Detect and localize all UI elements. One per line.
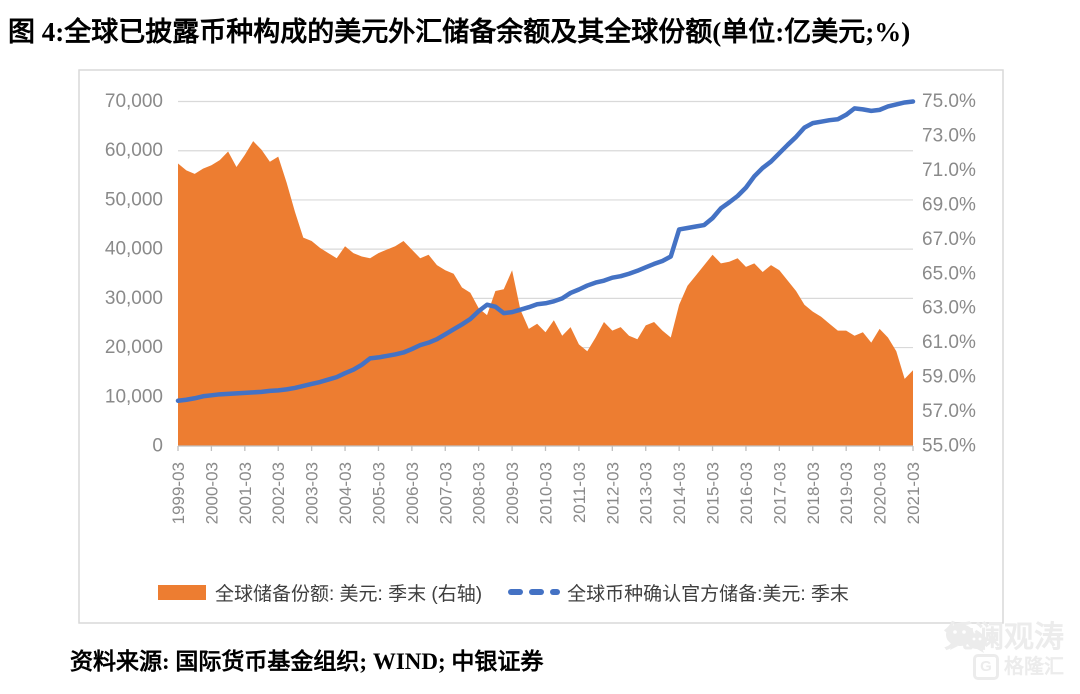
svg-text:61.0%: 61.0% xyxy=(922,332,976,353)
gelonghui-logo-icon: G xyxy=(973,654,999,680)
svg-text:2000-03: 2000-03 xyxy=(202,462,221,524)
svg-text:63.0%: 63.0% xyxy=(922,298,976,319)
svg-text:10,000: 10,000 xyxy=(105,386,163,407)
source-note: 资料来源: 国际货币基金组织; WIND; 中银证券 xyxy=(70,649,544,674)
watermark-logo-row: G 格隆汇 xyxy=(944,654,1064,680)
legend-swatch-usd-reserves-line xyxy=(508,589,561,595)
x-axis xyxy=(177,445,914,451)
svg-text:2008-03: 2008-03 xyxy=(470,462,489,524)
svg-text:2011-03: 2011-03 xyxy=(570,462,589,523)
svg-text:75.0%: 75.0% xyxy=(922,91,976,112)
chart-border xyxy=(78,69,1004,624)
svg-text:2013-03: 2013-03 xyxy=(637,462,656,524)
svg-text:2015-03: 2015-03 xyxy=(704,462,723,524)
svg-text:2018-03: 2018-03 xyxy=(804,462,823,524)
chart-title: 图 4:全球已披露币种构成的美元外汇储备余额及其全球份额(单位:亿美元;%) xyxy=(8,17,911,47)
left-axis-labels: 70,000 60,000 50,000 40,000 30,000 20,000 10,0… xyxy=(105,91,163,457)
svg-text:2019-03: 2019-03 xyxy=(837,462,856,524)
svg-text:20,000: 20,000 xyxy=(105,337,163,358)
legend-swatch-usd-share-area xyxy=(158,584,206,600)
svg-text:2001-03: 2001-03 xyxy=(236,462,255,524)
svg-text:60,000: 60,000 xyxy=(105,140,163,161)
svg-text:57.0%: 57.0% xyxy=(922,401,976,422)
chart-legend: 全球储备份额: 美元: 季末 (右轴) 全球币种确认官方储备:美元: 季末 xyxy=(158,581,849,605)
x-axis-labels: 1999-03 2000-03 2001-03 2002-03 2003-03 2004-… xyxy=(169,462,923,524)
svg-text:55.0%: 55.0% xyxy=(922,436,976,457)
svg-text:69.0%: 69.0% xyxy=(922,194,976,215)
right-axis-labels: 75.0% 73.0% 71.0% 69.0% 67.0% 65.0% 63.0% 61.0%… xyxy=(922,91,976,457)
svg-text:2002-03: 2002-03 xyxy=(269,462,288,524)
svg-text:2014-03: 2014-03 xyxy=(670,462,689,524)
svg-text:2012-03: 2012-03 xyxy=(603,462,622,524)
usd-share-area xyxy=(178,141,913,446)
legend-label-usd-reserves: 全球币种确认官方储备:美元: 季末 xyxy=(567,583,849,605)
watermark-logo-text: 格隆汇 xyxy=(1004,656,1064,678)
svg-text:2006-03: 2006-03 xyxy=(403,462,422,524)
svg-text:59.0%: 59.0% xyxy=(922,367,976,388)
wechat-icon xyxy=(946,624,987,653)
svg-text:2009-03: 2009-03 xyxy=(503,462,522,524)
usd-reserves-line xyxy=(175,99,916,403)
svg-text:2010-03: 2010-03 xyxy=(537,462,556,524)
svg-text:2007-03: 2007-03 xyxy=(436,462,455,524)
svg-text:2017-03: 2017-03 xyxy=(770,462,789,524)
svg-text:2021-03: 2021-03 xyxy=(904,462,923,524)
svg-text:1999-03: 1999-03 xyxy=(169,462,188,524)
svg-text:67.0%: 67.0% xyxy=(922,229,976,250)
svg-text:0: 0 xyxy=(152,436,163,457)
legend-label-usd-share: 全球储备份额: 美元: 季末 (右轴) xyxy=(215,583,483,605)
svg-text:70,000: 70,000 xyxy=(105,91,163,112)
svg-text:2005-03: 2005-03 xyxy=(369,462,388,524)
svg-text:2004-03: 2004-03 xyxy=(336,462,355,524)
svg-text:50,000: 50,000 xyxy=(105,189,163,210)
svg-text:30,000: 30,000 xyxy=(105,288,163,309)
svg-text:2020-03: 2020-03 xyxy=(871,462,890,524)
watermark-brand-row: 凭澜观涛 xyxy=(944,622,1064,654)
svg-text:65.0%: 65.0% xyxy=(922,263,976,284)
svg-text:73.0%: 73.0% xyxy=(922,125,976,146)
watermark: 凭澜观涛 G 格隆汇 xyxy=(944,622,1064,680)
svg-text:71.0%: 71.0% xyxy=(922,160,976,181)
svg-text:40,000: 40,000 xyxy=(105,239,163,260)
svg-text:2016-03: 2016-03 xyxy=(737,462,756,524)
svg-text:2003-03: 2003-03 xyxy=(303,462,322,524)
